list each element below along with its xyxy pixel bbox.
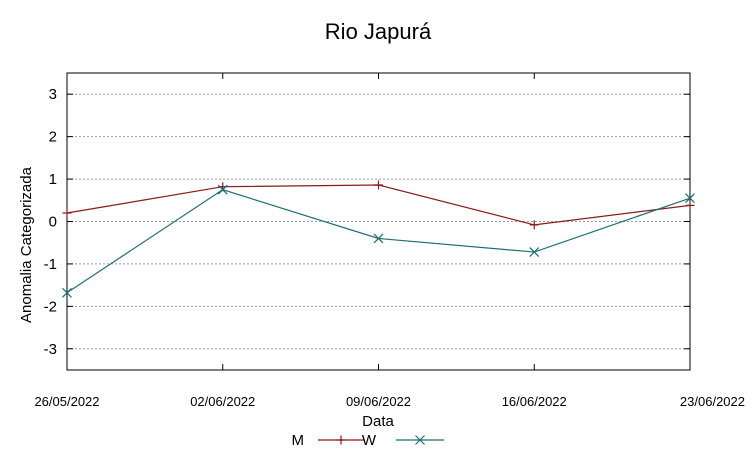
y-tick-label: 0 — [49, 214, 57, 231]
chart-title: Rio Japurá — [325, 19, 432, 44]
series-M — [62, 180, 695, 230]
x-axis-label: Data — [362, 413, 394, 430]
grid-lines — [67, 93, 690, 350]
y-tick-label: 3 — [49, 86, 57, 103]
data-point-marker — [336, 435, 346, 445]
x-tick-label: 26/05/2022 — [34, 394, 99, 409]
legend-label-M: M — [292, 432, 305, 449]
series-group — [62, 180, 695, 298]
x-tick-label: 23/06/2022 — [680, 394, 745, 409]
data-point-marker — [217, 184, 228, 195]
y-axis-label: Anomalia Categorizada — [18, 166, 35, 323]
data-point-marker — [373, 233, 384, 244]
data-point-marker — [529, 247, 540, 257]
data-point-marker — [685, 193, 695, 204]
x-axis-ticks: 26/05/2022 02/06/2022 09/06/2022 16/06/2022… — [34, 73, 745, 409]
y-tick-label: -3 — [44, 341, 57, 358]
data-point-marker — [374, 180, 383, 190]
y-axis-ticks: 3 2 1 0 -1 -2 -3 — [44, 86, 690, 358]
series-line-W — [66, 189, 691, 294]
x-tick-label: 16/06/2022 — [502, 394, 567, 409]
x-tick-label: 09/06/2022 — [346, 394, 411, 409]
x-tick-label: 02/06/2022 — [190, 394, 255, 409]
series-line-M — [66, 184, 691, 226]
y-tick-label: 2 — [49, 129, 57, 146]
data-point-marker — [62, 287, 72, 298]
y-tick-label: -2 — [44, 298, 57, 315]
data-point-marker — [415, 435, 425, 445]
data-point-marker — [685, 200, 695, 210]
series-W — [62, 184, 695, 298]
y-tick-label: -1 — [44, 256, 57, 273]
data-point-marker — [62, 208, 72, 218]
y-tick-label: 1 — [49, 171, 57, 188]
legend-label-W: W — [362, 432, 377, 449]
data-point-marker — [529, 220, 539, 230]
